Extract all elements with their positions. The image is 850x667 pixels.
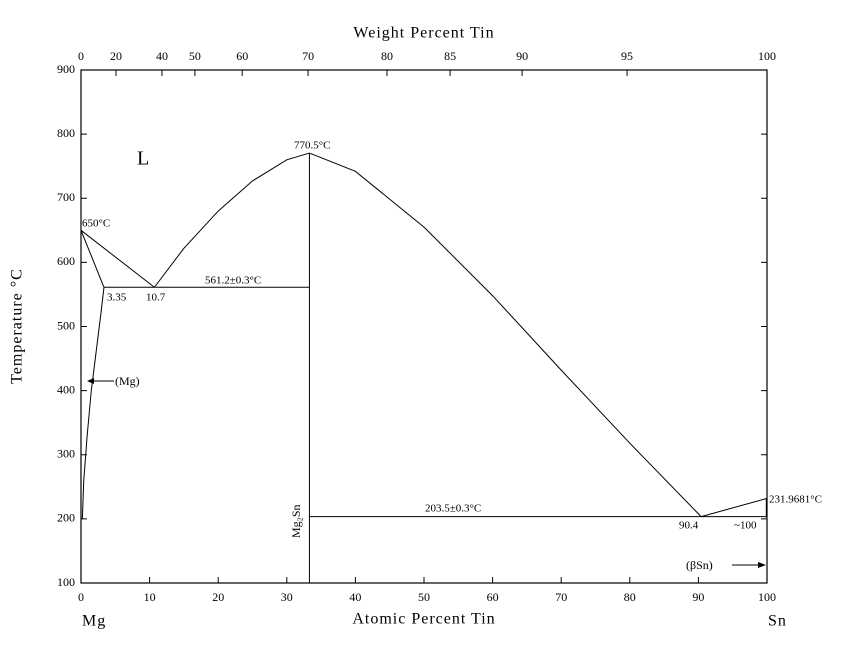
x-tick-label: 10 <box>144 590 156 604</box>
x2-axis-label: Weight Percent Tin <box>353 25 494 42</box>
x2-tick-label: 40 <box>156 49 168 63</box>
x-tick-label: 80 <box>624 590 636 604</box>
element-label: Sn <box>768 613 787 630</box>
annotation: Mg₂Sn <box>289 504 303 538</box>
annotation: 3.35 <box>107 292 127 304</box>
annotation: 90.4 <box>679 520 699 532</box>
x-tick-label: 60 <box>487 590 499 604</box>
element-label: Mg <box>82 613 106 630</box>
x2-tick-label: 20 <box>110 49 122 63</box>
annotation: 770.5°C <box>294 140 331 152</box>
annotation: (Mg) <box>115 374 140 388</box>
x2-tick-label: 0 <box>78 49 84 63</box>
x-tick-label: 0 <box>78 590 84 604</box>
phase-boundary <box>80 229 155 288</box>
x-axis-label: Atomic Percent Tin <box>352 611 495 628</box>
y-tick-label: 500 <box>57 318 75 332</box>
annotation: L <box>137 148 149 170</box>
x2-tick-label: 50 <box>189 49 201 63</box>
x-tick-label: 70 <box>555 590 567 604</box>
plot-frame <box>80 69 768 584</box>
x2-tick-label: 95 <box>621 49 633 63</box>
y-axis-label: Temperature °C <box>9 268 26 384</box>
x2-tick-label: 60 <box>236 49 248 63</box>
annotation: (βSn) <box>686 558 713 572</box>
y-tick-label: 800 <box>57 126 75 140</box>
arrowhead <box>758 562 766 568</box>
x-tick-label: 50 <box>418 590 430 604</box>
y-tick-label: 900 <box>57 62 75 76</box>
y-tick-label: 200 <box>57 511 75 525</box>
x2-tick-label: 90 <box>516 49 528 63</box>
y-tick-label: 300 <box>57 447 75 461</box>
annotation: ~100 <box>734 520 757 532</box>
y-tick-label: 100 <box>57 575 75 589</box>
phase-boundary <box>81 287 105 519</box>
y-tick-label: 600 <box>57 254 75 268</box>
x-tick-label: 90 <box>692 590 704 604</box>
x-tick-label: 20 <box>212 590 224 604</box>
y-tick-label: 400 <box>57 382 75 396</box>
phase-boundary <box>80 230 105 288</box>
annotation: 10.7 <box>146 292 166 304</box>
x2-tick-label: 70 <box>302 49 314 63</box>
phase-boundary <box>701 497 768 518</box>
x2-tick-label: 80 <box>381 49 393 63</box>
annotation: 203.5±0.3°C <box>425 503 481 515</box>
y-tick-label: 700 <box>57 190 75 204</box>
phase-boundary <box>154 152 310 288</box>
phase-boundary <box>309 152 702 517</box>
x2-tick-label: 85 <box>444 49 456 63</box>
annotation: 231.9681°C <box>769 494 822 506</box>
x-tick-label: 100 <box>758 590 776 604</box>
x2-tick-label: 100 <box>758 49 776 63</box>
annotation: 561.2±0.3°C <box>205 275 261 287</box>
x-tick-label: 40 <box>349 590 361 604</box>
annotation: 650°C <box>82 218 110 230</box>
x-tick-label: 30 <box>281 590 293 604</box>
